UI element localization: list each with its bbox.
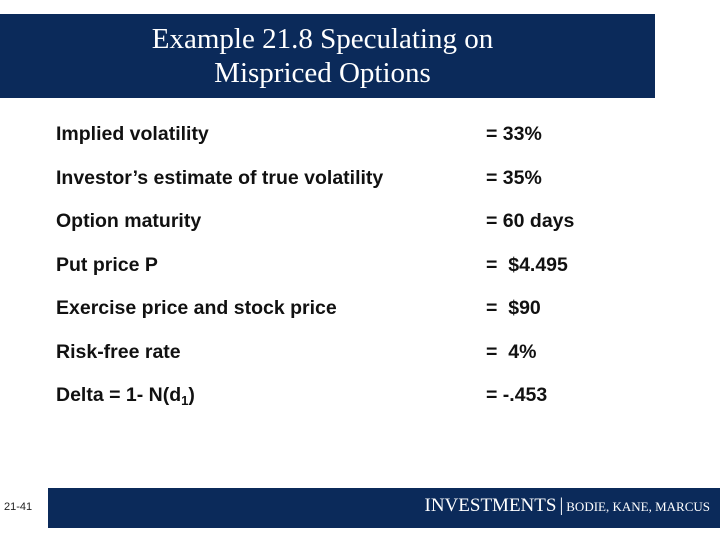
title-banner: Example 21.8 Speculating on Mispriced Op… (0, 14, 655, 98)
footer-brand: INVESTMENTS (424, 495, 557, 516)
parameter-row-option-maturity: Option maturity = 60 days (56, 200, 696, 244)
parameter-row-true-volatility: Investor’s estimate of true volatility =… (56, 157, 696, 201)
parameter-value: = 60 days (486, 210, 575, 232)
parameter-row-put-price: Put price P = $4.495 (56, 244, 696, 288)
parameter-value: = -.453 (486, 384, 548, 406)
parameter-row-implied-volatility: Implied volatility = 33% (56, 113, 696, 157)
slide-title-line-2: Mispriced Options (214, 57, 431, 89)
parameter-label: Exercise price and stock price (56, 297, 337, 319)
footer-branding: INVESTMENTS | BODIE, KANE, MARCUS (425, 495, 711, 517)
footer-authors: BODIE, KANE, MARCUS (566, 499, 710, 514)
parameter-value: = 33% (486, 123, 542, 145)
parameter-label: Put price P (56, 253, 158, 276)
delta-label-close: ) (188, 384, 195, 406)
parameter-row-delta: Delta = 1- N(d1) = -.453 (56, 374, 696, 418)
delta-subscript: 1 (181, 393, 189, 408)
footer-banner (48, 488, 720, 528)
footer-separator: | (559, 495, 564, 516)
delta-label-text: Delta = 1- N(d (56, 384, 182, 406)
parameter-value: = $4.495 (486, 253, 568, 276)
parameter-label: Option maturity (56, 210, 202, 232)
parameter-row-exercise-price: Exercise price and stock price = $90 (56, 287, 696, 331)
parameter-label: Risk-free rate (56, 340, 181, 363)
parameter-value: = $90 (486, 297, 541, 319)
slide-title-line-1: Example 21.8 Speculating on (151, 23, 494, 55)
parameter-list: Implied volatility = 33% Investor’s esti… (56, 113, 696, 418)
parameter-label: Implied volatility (56, 123, 209, 145)
parameter-label: Delta = 1- N(d1) (56, 384, 195, 408)
page-number: 21-41 (4, 501, 33, 513)
parameter-label: Investor’s estimate of true volatility (56, 166, 384, 189)
parameter-value: = 35% (486, 166, 542, 189)
parameter-value: = 4% (486, 340, 537, 363)
parameter-row-risk-free-rate: Risk-free rate = 4% (56, 331, 696, 375)
